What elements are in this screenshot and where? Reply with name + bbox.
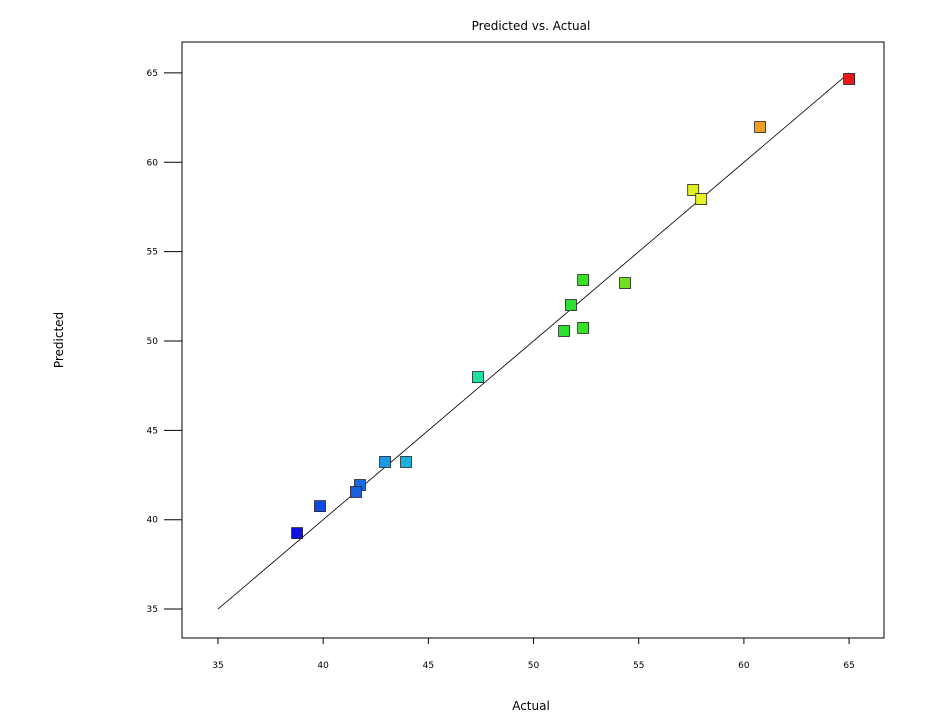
- point: [565, 299, 577, 311]
- y-tick-label: 60: [147, 158, 159, 168]
- y-axis-label: Predicted: [52, 312, 66, 368]
- point: [754, 121, 766, 133]
- reference-line: [217, 72, 850, 610]
- point: [843, 73, 855, 85]
- point: [314, 500, 326, 513]
- x-tick-label: 35: [212, 661, 223, 671]
- point: [695, 193, 708, 205]
- y-tick-label: 50: [147, 337, 159, 347]
- y-tick-label: 65: [147, 69, 158, 79]
- point: [687, 184, 700, 196]
- y-tick-label: 55: [147, 248, 158, 258]
- x-tick-label: 55: [633, 661, 644, 671]
- point: [558, 325, 570, 337]
- point: [291, 527, 303, 539]
- point: [472, 371, 484, 383]
- x-axis-label: Actual: [512, 699, 550, 713]
- y-tick-label: 35: [147, 605, 158, 615]
- point: [350, 486, 362, 498]
- y-tick-label: 45: [147, 426, 158, 436]
- x-tick-label: 65: [843, 661, 854, 671]
- x-tick-label: 50: [528, 661, 540, 671]
- point: [577, 322, 590, 334]
- x-tick-label: 60: [738, 661, 750, 671]
- x-tick-label: 40: [317, 661, 329, 671]
- y-tick-label: 40: [147, 516, 159, 526]
- plot-frame: [181, 41, 885, 639]
- point: [619, 277, 631, 289]
- chart-title: Predicted vs. Actual: [472, 19, 591, 33]
- point: [577, 274, 590, 286]
- point: [379, 456, 391, 468]
- x-tick-label: 45: [423, 661, 434, 671]
- point: [400, 456, 412, 468]
